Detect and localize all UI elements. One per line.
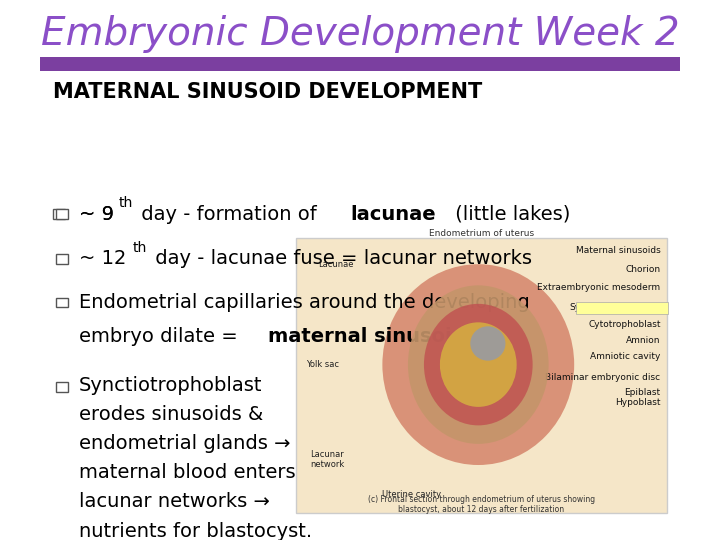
Text: th: th <box>133 241 148 255</box>
Text: ~ 9: ~ 9 <box>78 205 114 224</box>
Text: Hypoblast: Hypoblast <box>615 398 660 407</box>
Text: Lacunar
network: Lacunar network <box>310 450 344 469</box>
Text: Uterine cavity: Uterine cavity <box>382 490 441 498</box>
Text: embryo dilate =: embryo dilate = <box>78 327 243 346</box>
Text: Extraembryonic mesoderm: Extraembryonic mesoderm <box>537 284 660 293</box>
Ellipse shape <box>382 264 574 465</box>
Text: Epiblast: Epiblast <box>624 388 660 396</box>
Text: nutrients for blastocyst.: nutrients for blastocyst. <box>78 522 312 540</box>
Text: lacunae: lacunae <box>351 205 436 224</box>
FancyBboxPatch shape <box>66 57 680 71</box>
FancyBboxPatch shape <box>56 298 68 307</box>
Text: (little lakes): (little lakes) <box>449 205 570 224</box>
Ellipse shape <box>470 326 505 361</box>
Text: ~ 12: ~ 12 <box>78 249 126 268</box>
Text: endometrial glands →: endometrial glands → <box>78 434 290 454</box>
Ellipse shape <box>408 285 549 444</box>
FancyBboxPatch shape <box>56 382 68 392</box>
Text: Endometrium of uterus: Endometrium of uterus <box>429 229 534 238</box>
Text: Syncytiotrophoblast: Syncytiotrophoblast <box>570 303 660 312</box>
Text: Amnion: Amnion <box>626 336 660 346</box>
FancyBboxPatch shape <box>40 57 66 71</box>
Text: Chorion: Chorion <box>626 265 660 274</box>
Text: Cytotrophoblast: Cytotrophoblast <box>588 320 660 329</box>
FancyBboxPatch shape <box>56 254 68 264</box>
Text: day - formation of: day - formation of <box>135 205 323 224</box>
Text: maternal sinusoids: maternal sinusoids <box>268 327 477 346</box>
FancyBboxPatch shape <box>53 210 65 219</box>
Text: MATERNAL SINUSOID DEVELOPMENT: MATERNAL SINUSOID DEVELOPMENT <box>53 83 482 103</box>
Text: (c) Frontal section through endometrium of uterus showing
blastocyst, about 12 d: (c) Frontal section through endometrium … <box>368 495 595 514</box>
Text: Lacunae: Lacunae <box>318 260 354 269</box>
Text: Maternal sinusoids: Maternal sinusoids <box>576 246 660 255</box>
Text: Embryonic Development Week 2: Embryonic Development Week 2 <box>41 15 679 53</box>
FancyBboxPatch shape <box>576 302 668 314</box>
Text: Endometrial capillaries around the developing: Endometrial capillaries around the devel… <box>78 293 529 312</box>
Text: maternal blood enters: maternal blood enters <box>78 463 295 482</box>
FancyBboxPatch shape <box>56 210 68 219</box>
Text: Yolk sac: Yolk sac <box>306 360 338 369</box>
Text: ~ 9: ~ 9 <box>78 205 114 224</box>
Text: lacunar networks →: lacunar networks → <box>78 492 269 511</box>
Text: erodes sinusoids &: erodes sinusoids & <box>78 406 263 424</box>
Text: Bilaminar embryonic disc: Bilaminar embryonic disc <box>545 373 660 382</box>
Ellipse shape <box>440 322 517 407</box>
Text: Synctiotrophoblast: Synctiotrophoblast <box>78 376 262 395</box>
Text: Amniotic cavity: Amniotic cavity <box>590 352 660 361</box>
FancyBboxPatch shape <box>296 238 667 512</box>
Text: th: th <box>119 197 133 211</box>
Ellipse shape <box>424 304 533 426</box>
Text: day - lacunae fuse = lacunar networks: day - lacunae fuse = lacunar networks <box>150 249 532 268</box>
